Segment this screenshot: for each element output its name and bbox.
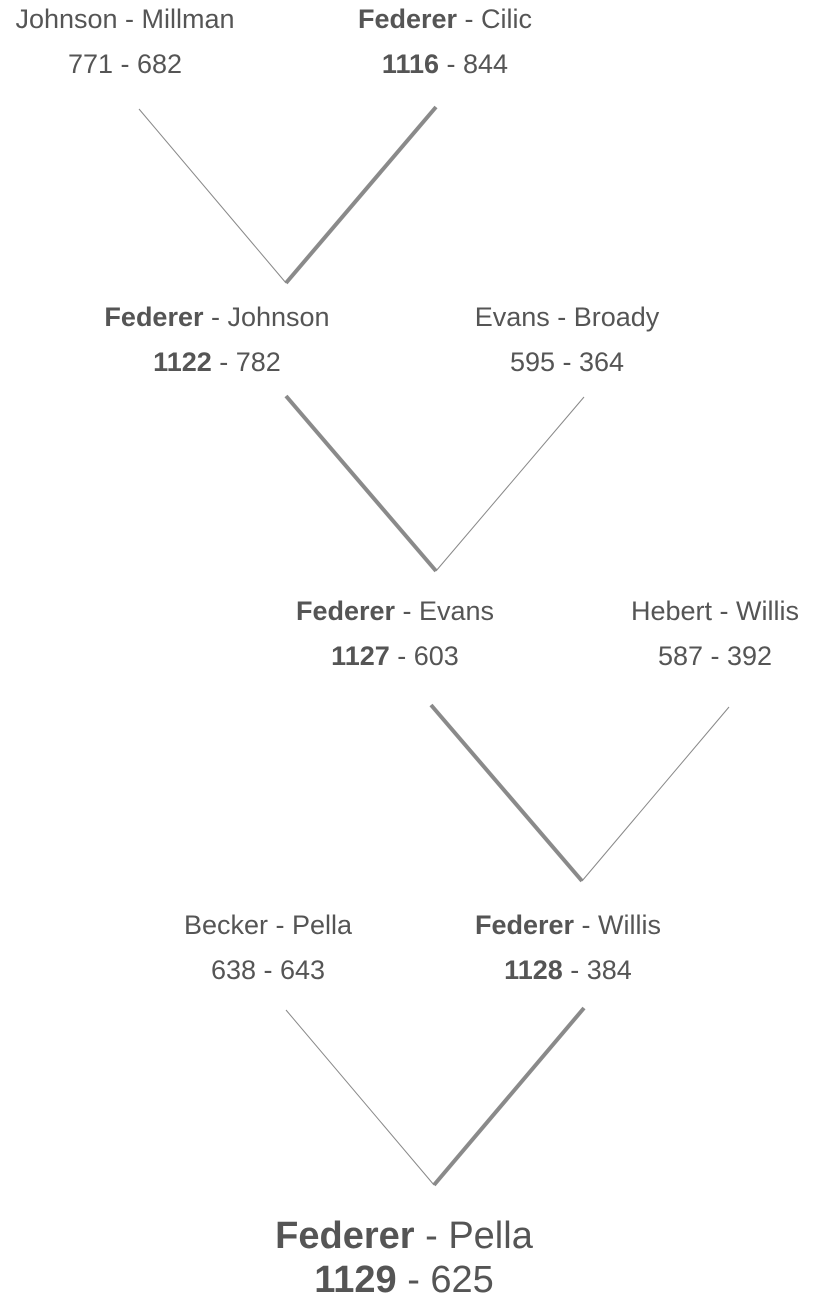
connector-hebert-willis <box>581 706 730 882</box>
match-final-federer-pella: Federer - Pella 1129 - 625 <box>275 1214 533 1302</box>
match-federer-willis: Federer - Willis 1128 - 384 <box>475 909 661 986</box>
winner-name: Federer <box>295 596 396 626</box>
connector-federer-johnson <box>284 394 438 573</box>
match-score: 638 - 643 <box>184 954 352 986</box>
match-players: Federer - Cilic <box>358 3 532 35</box>
loser-name: Johnson - Millman <box>15 4 235 34</box>
winner-score: 1127 <box>331 641 390 671</box>
winner-name: Federer <box>357 4 458 34</box>
loser-score: 771 - 682 <box>67 49 183 79</box>
match-players: Federer - Johnson <box>104 301 329 333</box>
loser-name: - Willis <box>574 910 662 940</box>
match-players: Federer - Pella <box>275 1214 533 1258</box>
match-johnson-millman: Johnson - Millman 771 - 682 <box>15 3 234 80</box>
winner-score: 1128 <box>504 955 563 985</box>
match-score: 1122 - 782 <box>104 346 329 378</box>
loser-name: - Evans <box>395 596 495 626</box>
match-players: Federer - Evans <box>296 595 494 627</box>
match-hebert-willis: Hebert - Willis 587 - 392 <box>631 595 799 672</box>
match-players: Hebert - Willis <box>631 595 799 627</box>
match-score: 595 - 364 <box>475 346 660 378</box>
connector-evans-broady <box>435 396 585 572</box>
match-federer-johnson: Federer - Johnson 1122 - 782 <box>104 301 329 378</box>
connector-federer-evans <box>429 703 584 883</box>
loser-score: 638 - 643 <box>210 955 326 985</box>
match-score: 771 - 682 <box>15 48 234 80</box>
connector-johnson-millman <box>138 108 287 284</box>
match-federer-cilic: Federer - Cilic 1116 - 844 <box>358 3 532 80</box>
match-score: 1128 - 384 <box>475 954 661 986</box>
loser-score: - 844 <box>439 49 509 79</box>
match-players: Becker - Pella <box>184 909 352 941</box>
match-players: Federer - Willis <box>475 909 661 941</box>
match-evans-broady: Evans - Broady 595 - 364 <box>475 301 660 378</box>
winner-name: Federer <box>474 910 575 940</box>
loser-name: Evans - Broady <box>474 302 660 332</box>
loser-name: Becker - Pella <box>183 910 353 940</box>
loser-score: 595 - 364 <box>509 347 625 377</box>
loser-score: 587 - 392 <box>657 641 773 671</box>
loser-score: - 603 <box>389 641 459 671</box>
loser-name: - Johnson <box>203 302 330 332</box>
match-score: 1116 - 844 <box>358 48 532 80</box>
connector-federer-willis <box>432 1006 586 1187</box>
connector-becker-pella <box>285 1009 435 1186</box>
loser-score: - 625 <box>396 1259 494 1301</box>
match-players: Evans - Broady <box>475 301 660 333</box>
match-score: 1129 - 625 <box>275 1258 533 1302</box>
match-score: 1127 - 603 <box>296 640 494 672</box>
match-becker-pella: Becker - Pella 638 - 643 <box>184 909 352 986</box>
winner-score: 1122 <box>153 347 212 377</box>
winner-name: Federer <box>275 1215 415 1257</box>
match-score: 587 - 392 <box>631 640 799 672</box>
match-players: Johnson - Millman <box>15 3 234 35</box>
loser-name: Hebert - Willis <box>630 596 800 626</box>
loser-score: - 384 <box>562 955 632 985</box>
loser-name: - Cilic <box>457 4 533 34</box>
loser-name: - Pella <box>414 1215 533 1257</box>
match-federer-evans: Federer - Evans 1127 - 603 <box>296 595 494 672</box>
loser-score: - 782 <box>211 347 281 377</box>
connector-federer-cilic <box>284 105 438 285</box>
winner-score: 1116 <box>381 49 440 79</box>
winner-score: 1129 <box>314 1259 397 1301</box>
winner-name: Federer <box>104 302 204 332</box>
